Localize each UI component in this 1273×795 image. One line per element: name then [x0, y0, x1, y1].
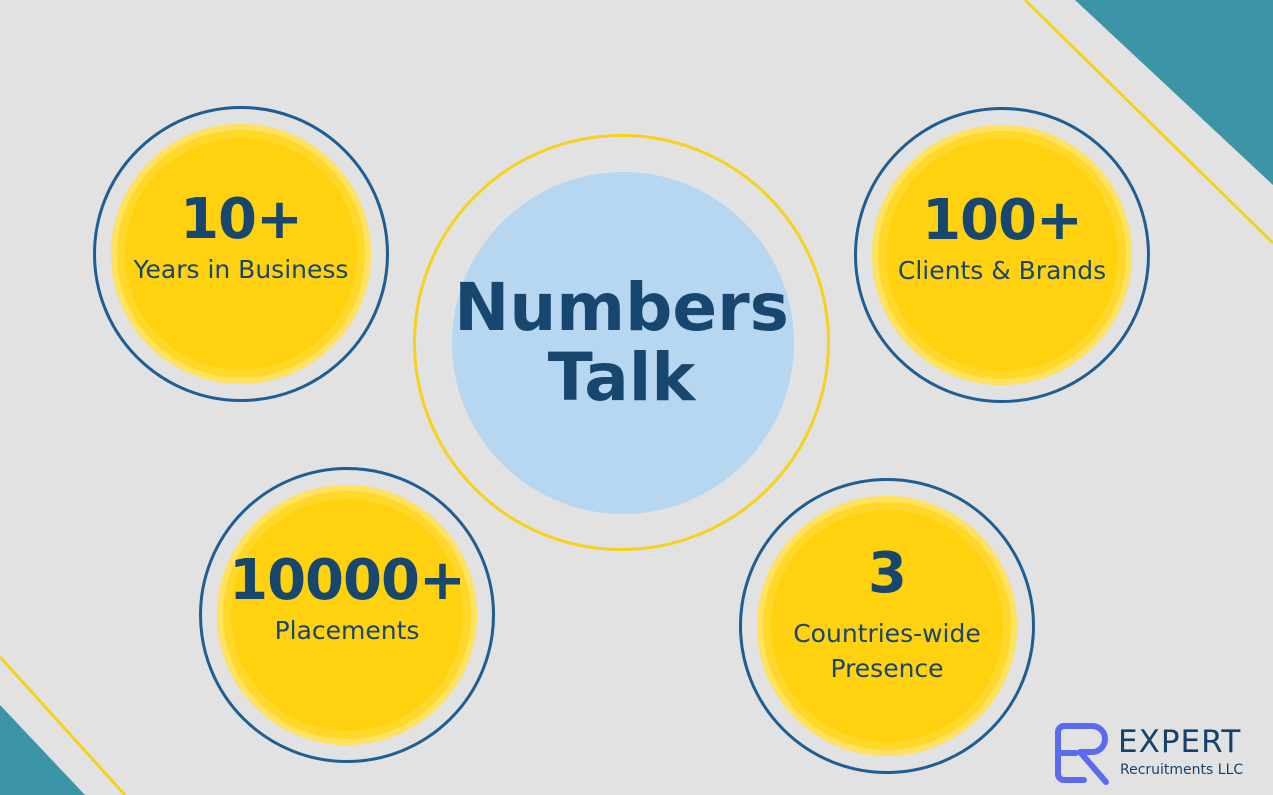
stat-content: 3 Countries-wide Presence [742, 481, 1032, 771]
stat-number: 100+ [922, 187, 1083, 253]
stat-label: Countries-wide [793, 619, 981, 648]
logo-wordmark: EXPERT [1118, 724, 1242, 760]
stat-label: Placements [274, 615, 420, 645]
stat-number: 3 [868, 541, 907, 606]
stat-number: 10000+ [229, 547, 466, 613]
center-ring [413, 134, 830, 551]
bottom-left-teal-corner [0, 705, 85, 795]
stat-circle-placements: 10000+ Placements [199, 467, 495, 763]
brand-logo: EXPERT Recruitments LLC [1054, 720, 1269, 790]
top-right-yellow-line [1023, 0, 1273, 245]
center-disc [452, 172, 794, 514]
stat-circle-countries: 3 Countries-wide Presence [739, 478, 1035, 774]
stat-disc [217, 485, 477, 745]
stat-content: 10+ Years in Business [96, 109, 386, 399]
stat-disc [757, 496, 1017, 756]
stat-disc [111, 124, 371, 384]
stat-number: 10+ [180, 186, 303, 252]
top-right-teal-corner [1075, 0, 1273, 185]
center-title: Numbers Talk [413, 134, 830, 551]
stat-circle-clients: 100+ Clients & Brands [854, 107, 1150, 403]
stat-circle-years: 10+ Years in Business [93, 106, 389, 402]
stat-label: Years in Business [133, 254, 349, 284]
logo-subtitle: Recruitments LLC [1120, 762, 1244, 778]
stat-disc [872, 125, 1132, 385]
er-logo-icon [1055, 723, 1109, 785]
center-title-line1: Numbers [454, 269, 789, 347]
stat-content: 100+ Clients & Brands [857, 110, 1147, 400]
center-title-line2: Talk [547, 338, 696, 416]
stat-content: 10000+ Placements [202, 470, 492, 760]
stat-label: Clients & Brands [897, 255, 1107, 285]
bottom-left-yellow-line [0, 655, 127, 795]
stat-label: Presence [830, 654, 944, 683]
